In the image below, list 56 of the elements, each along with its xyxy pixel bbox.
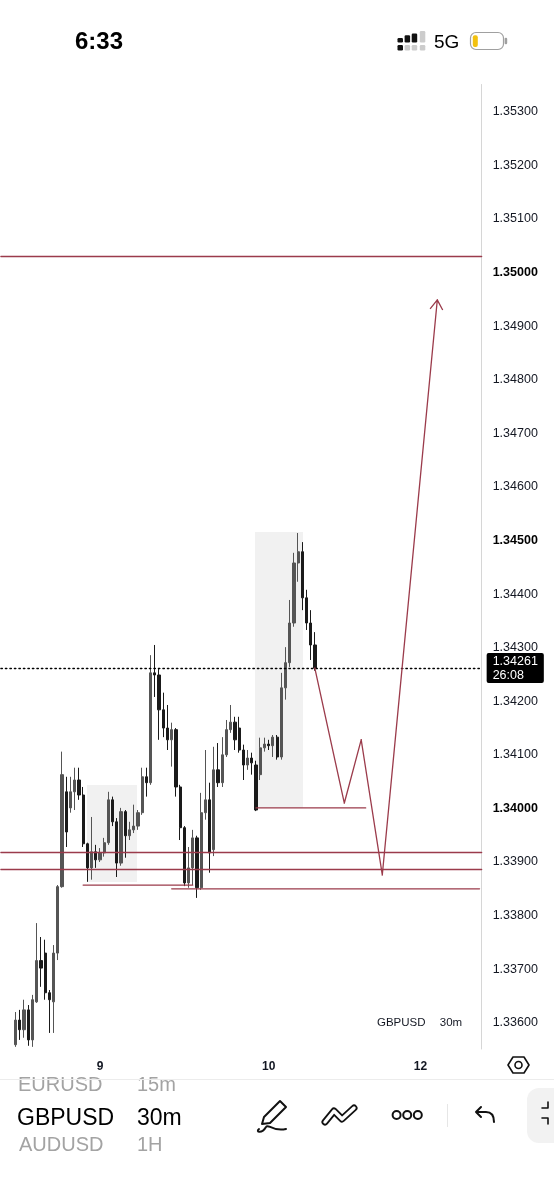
candlestick (149, 654, 152, 786)
candlestick (271, 734, 274, 758)
text: 1H (137, 1133, 163, 1155)
y-tick-label: 1.35200 (492, 157, 538, 172)
y-tick-label: 1.33700 (492, 961, 538, 976)
text: AUDUSD (19, 1133, 104, 1155)
text: 5G (434, 31, 460, 52)
y-tick-label: 1.34600 (492, 479, 538, 494)
candlestick (208, 782, 211, 874)
candlestick (145, 767, 148, 798)
candlestick (246, 749, 249, 771)
y-tick-label: 1.34100 (492, 747, 538, 762)
y-tick-label: 1.34800 (492, 372, 538, 387)
y-tick-label: 1.34000 (492, 800, 538, 815)
candlestick (276, 734, 279, 761)
candlestick (233, 716, 237, 751)
text: GBPUSD (17, 1103, 115, 1130)
candlestick (65, 776, 68, 848)
candlestick (124, 809, 127, 859)
y-tick-label: 1.33900 (492, 854, 538, 869)
candlestick (259, 737, 262, 781)
x-tick-label: 9 (96, 1059, 104, 1073)
text: 15m (137, 1073, 176, 1095)
candlestick (212, 746, 215, 857)
candlestick (250, 752, 253, 776)
candlestick (22, 999, 26, 1039)
candlestick (216, 742, 220, 788)
candlestick (73, 767, 76, 811)
y-tick-label: 1.33800 (492, 908, 538, 923)
y-tick-label: 1.33600 (492, 1015, 538, 1030)
y-tick-label: 1.34200 (492, 693, 538, 708)
y-tick-label: 1.35100 (492, 211, 538, 226)
text: 30m (137, 1103, 182, 1130)
ref-line-label: 1.34261 26:08 (492, 654, 538, 682)
annotation: GBPUSD 30m (377, 1016, 463, 1029)
candlestick (254, 760, 258, 812)
candlestick (170, 722, 173, 768)
candlestick (14, 1011, 17, 1048)
candlestick (191, 829, 194, 886)
x-tick-label: 10 (262, 1059, 276, 1073)
y-tick-label: 1.34500 (492, 532, 538, 547)
y-tick-label: 1.35300 (492, 104, 538, 119)
y-tick-label: 1.34900 (492, 318, 538, 333)
candlestick (27, 1004, 30, 1047)
candlestick (195, 835, 199, 899)
candlestick (18, 1009, 21, 1041)
y-tick-label: 1.35000 (492, 265, 538, 280)
text: 6:33 (75, 27, 124, 54)
y-tick-label: 1.34700 (492, 425, 538, 440)
candlestick (119, 807, 123, 867)
candlestick (90, 816, 93, 881)
y-tick-label: 1.34300 (492, 640, 538, 655)
candlestick (94, 844, 97, 869)
candlestick (267, 739, 270, 751)
y-tick-label: 1.34400 (492, 586, 538, 601)
x-tick-label: 12 (413, 1059, 428, 1073)
